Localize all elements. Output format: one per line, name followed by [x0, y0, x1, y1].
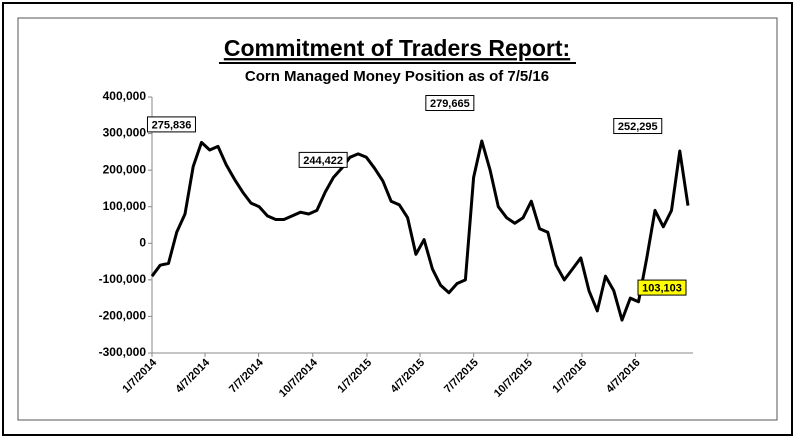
annotation-label: 103,103	[642, 282, 682, 294]
y-tick-label: 300,000	[103, 126, 147, 140]
annotation-box	[298, 151, 348, 168]
y-tick-label: -200,000	[99, 309, 147, 323]
y-tick-label: 400,000	[103, 89, 147, 103]
annotation-label: 252,295	[618, 121, 658, 133]
chart-title: Commitment of Traders Report:	[224, 35, 570, 61]
annotation-box	[613, 118, 663, 135]
y-tick-label: 200,000	[103, 162, 147, 176]
annotation-label: 244,422	[303, 155, 343, 167]
data-line	[150, 139, 690, 322]
annotation-label: 279,665	[430, 98, 470, 110]
y-tick-label: -300,000	[99, 345, 147, 359]
y-tick-label: 0	[139, 235, 146, 249]
annotation-box	[146, 116, 196, 133]
y-tick-label: -100,000	[99, 272, 147, 286]
annotation-label: 275,836	[152, 119, 192, 131]
annotation-box	[425, 95, 475, 112]
y-tick-label: 100,000	[103, 199, 147, 213]
chart-subtitle: Corn Managed Money Position as of 7/5/16	[245, 68, 549, 85]
annotation-box	[637, 279, 687, 296]
